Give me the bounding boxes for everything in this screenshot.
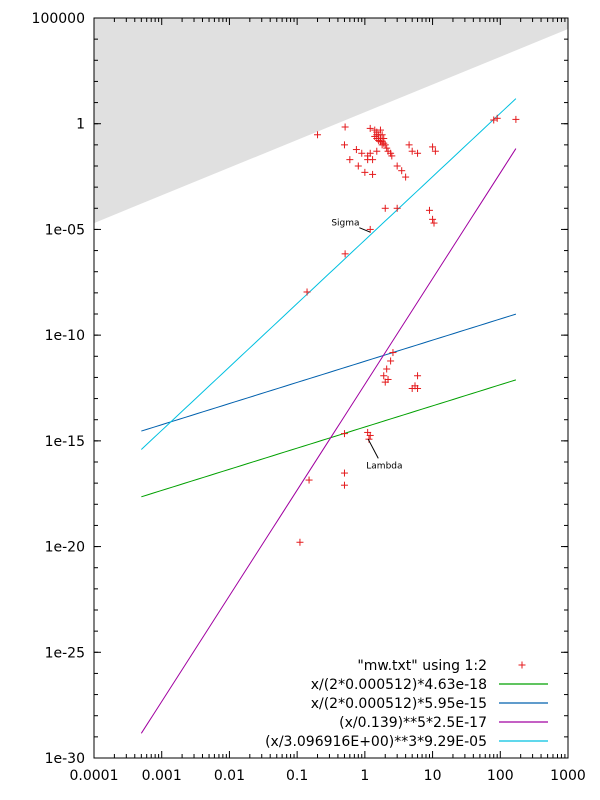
series-line-2 — [141, 313, 517, 432]
data-point — [366, 431, 374, 439]
x-tick-label: 0.0001 — [70, 768, 119, 784]
legend-label: x/(2*0.000512)*4.63e-18 — [311, 677, 487, 693]
data-point — [393, 204, 401, 212]
x-tick-label: 0.001 — [142, 768, 182, 784]
x-tick-label: 1 — [360, 768, 369, 784]
legend-label: "mw.txt" using 1:2 — [357, 658, 487, 674]
y-tick-label: 1 — [76, 117, 85, 133]
data-point — [376, 138, 384, 146]
data-point — [305, 476, 313, 484]
y-tick-label: 100000 — [32, 11, 85, 27]
data-point — [341, 250, 349, 258]
data-point — [354, 162, 362, 170]
data-point — [366, 149, 374, 157]
data-point — [366, 124, 374, 132]
data-point — [430, 219, 438, 227]
data-point — [314, 131, 322, 139]
legend-label: (x/0.139)**5*2.5E-17 — [339, 715, 487, 731]
data-point — [366, 225, 374, 233]
data-point — [393, 162, 401, 170]
series-line-3 — [140, 148, 517, 734]
shaded-region — [94, 18, 568, 224]
y-tick-label: 1e-30 — [45, 751, 85, 767]
data-point — [512, 115, 520, 123]
data-point — [361, 168, 369, 176]
legend-label: x/(2*0.000512)*5.95e-15 — [311, 696, 487, 712]
series-line-1 — [141, 379, 517, 498]
data-point — [340, 469, 348, 477]
data-point — [429, 215, 437, 223]
y-tick-label: 1e-25 — [45, 645, 85, 661]
data-point — [358, 149, 366, 157]
y-tick-label: 1e-20 — [45, 540, 85, 556]
data-point — [490, 116, 498, 124]
data-point — [387, 357, 395, 365]
data-point — [341, 123, 349, 131]
data-point — [296, 538, 304, 546]
x-tick-label: 0.01 — [214, 768, 245, 784]
data-point — [381, 204, 389, 212]
annotation-label: Sigma — [331, 219, 359, 229]
data-point — [405, 141, 413, 149]
data-point — [380, 139, 388, 147]
data-point — [425, 206, 433, 214]
data-point — [303, 288, 311, 296]
data-point — [389, 349, 397, 357]
data-point — [369, 170, 377, 178]
data-point — [380, 372, 388, 380]
data-point — [378, 141, 386, 149]
data-point — [373, 147, 381, 155]
data-point — [383, 365, 391, 373]
x-tick-label: 1000 — [550, 768, 586, 784]
data-point — [429, 143, 437, 151]
y-tick-label: 1e-10 — [45, 328, 85, 344]
data-point — [352, 146, 360, 154]
data-point — [414, 384, 422, 392]
data-point — [388, 152, 396, 160]
annotation-arrow — [367, 438, 379, 459]
data-point — [340, 481, 348, 489]
data-point — [364, 156, 372, 164]
annotation-arrow — [359, 227, 371, 233]
y-tick-label: 1e-05 — [45, 222, 85, 238]
data-point — [384, 375, 392, 383]
legend-label: (x/3.096916E+00)**3*9.29E-05 — [265, 734, 487, 750]
data-point — [340, 141, 348, 149]
data-point — [414, 372, 422, 380]
data-point — [375, 137, 383, 145]
annotation-label: Lambda — [366, 461, 402, 471]
legend: "mw.txt" using 1:2 x/(2*0.000512)*4.63e-1… — [265, 658, 548, 750]
data-point — [414, 149, 422, 157]
plot-frame — [93, 17, 569, 759]
x-tick-label: 100 — [487, 768, 514, 784]
data-point — [431, 147, 439, 155]
x-tick-label: 0.1 — [286, 768, 308, 784]
data-point — [376, 126, 384, 134]
data-point — [346, 156, 354, 164]
y-tick-label: 1e-15 — [45, 434, 85, 450]
data-point — [383, 144, 391, 152]
data-point — [493, 114, 501, 122]
series-line-4 — [140, 98, 517, 450]
data-point — [402, 173, 410, 181]
data-point — [408, 147, 416, 155]
data-point — [340, 430, 348, 438]
x-tick-label: 10 — [424, 768, 442, 784]
data-point — [398, 167, 406, 175]
